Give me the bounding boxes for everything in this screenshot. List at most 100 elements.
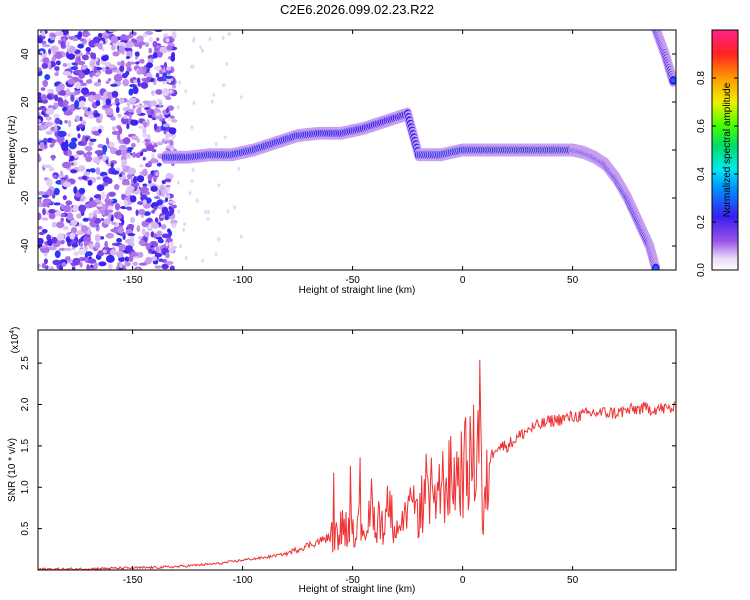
noise-blob bbox=[120, 150, 128, 156]
noise-blob bbox=[166, 45, 173, 51]
noise-blob bbox=[58, 90, 67, 96]
noise-blob bbox=[148, 47, 153, 54]
noise-blob bbox=[38, 37, 43, 44]
spectrogram-x-tick-label: -50 bbox=[345, 275, 360, 286]
noise-blob bbox=[126, 173, 133, 180]
noise-blob bbox=[134, 51, 140, 57]
noise-blob bbox=[143, 121, 148, 128]
noise-blob bbox=[165, 196, 169, 203]
noise-blob bbox=[154, 265, 162, 269]
noise-blob bbox=[58, 247, 67, 252]
noise-blob bbox=[199, 45, 203, 50]
noise-blob bbox=[126, 40, 134, 49]
noise-blob bbox=[182, 227, 186, 232]
noise-blob bbox=[77, 141, 84, 146]
noise-blob bbox=[42, 208, 46, 216]
noise-blob bbox=[206, 209, 210, 214]
noise-blob bbox=[43, 164, 53, 169]
noise-blob bbox=[172, 224, 176, 229]
noise-blob bbox=[45, 116, 52, 121]
snr-multiplier: (x104) bbox=[9, 327, 21, 354]
noise-blob bbox=[70, 66, 79, 70]
noise-blob bbox=[96, 184, 105, 192]
noise-blob bbox=[46, 188, 54, 197]
noise-blob bbox=[121, 218, 125, 226]
noise-blob bbox=[72, 257, 81, 266]
noise-blob bbox=[103, 218, 112, 225]
noise-blob bbox=[48, 167, 55, 172]
noise-blob bbox=[177, 80, 181, 85]
noise-blob bbox=[136, 225, 141, 233]
noise-blob bbox=[82, 134, 86, 143]
noise-blob bbox=[67, 62, 71, 70]
noise-blob bbox=[93, 81, 101, 87]
noise-blob bbox=[94, 149, 104, 155]
noise-blob bbox=[56, 97, 63, 103]
spectrogram-x-tick-label: -100 bbox=[233, 275, 253, 286]
noise-blob bbox=[38, 237, 44, 245]
noise-blob bbox=[67, 133, 72, 137]
noise-blob bbox=[148, 222, 152, 230]
upper-branch-core bbox=[670, 78, 676, 83]
noise-blob bbox=[123, 115, 128, 119]
noise-blob bbox=[68, 92, 77, 97]
snr-multiplier-close: ) bbox=[10, 327, 21, 330]
noise-blob bbox=[161, 259, 165, 263]
noise-blob bbox=[87, 94, 95, 103]
noise-blob bbox=[63, 110, 73, 116]
snr-x-ticks: -150 -100 -50 0 50 bbox=[123, 330, 579, 586]
noise-blob bbox=[204, 210, 208, 215]
noise-blob bbox=[70, 169, 78, 174]
noise-blob bbox=[157, 199, 164, 206]
noise-blob bbox=[188, 191, 192, 196]
noise-blob bbox=[59, 170, 64, 177]
noise-blob bbox=[80, 89, 89, 94]
noise-blob bbox=[38, 226, 43, 230]
noise-blob bbox=[191, 167, 195, 172]
noise-blob bbox=[168, 79, 172, 84]
noise-blob bbox=[127, 108, 135, 113]
noise-blob bbox=[177, 209, 181, 214]
noise-blob bbox=[121, 72, 128, 79]
noise-blob bbox=[108, 142, 115, 148]
noise-blob bbox=[164, 178, 172, 183]
noise-blob bbox=[74, 115, 81, 122]
noise-blob bbox=[98, 155, 103, 160]
noise-blob bbox=[86, 264, 90, 270]
noise-blob bbox=[55, 85, 60, 93]
noise-blob bbox=[122, 137, 131, 145]
noise-blob bbox=[118, 267, 124, 270]
noise-blob bbox=[99, 113, 103, 121]
noise-blob bbox=[104, 209, 109, 217]
noise-blob bbox=[156, 76, 165, 82]
noise-blob bbox=[122, 78, 130, 87]
noise-blob bbox=[161, 263, 169, 270]
snr-series-line bbox=[38, 359, 676, 570]
noise-blob bbox=[88, 212, 94, 219]
noise-blob bbox=[118, 144, 128, 153]
snr-y-label: SNR (10 * v/v) bbox=[7, 438, 18, 502]
noise-blob bbox=[47, 238, 53, 247]
noise-blob bbox=[99, 236, 105, 240]
noise-blob bbox=[55, 60, 61, 66]
signal-track-core bbox=[653, 266, 658, 270]
noise-blob bbox=[126, 67, 132, 72]
noise-blob bbox=[106, 178, 113, 184]
noise-blob bbox=[54, 31, 64, 37]
noise-blob bbox=[53, 113, 60, 120]
noise-blob bbox=[38, 107, 43, 111]
noise-blob bbox=[157, 51, 163, 58]
noise-blob bbox=[164, 193, 168, 198]
spectrogram-x-ticks: -150 -100 -50 0 50 bbox=[123, 30, 579, 286]
noise-blob bbox=[164, 75, 173, 79]
noise-blob bbox=[184, 256, 188, 261]
noise-blob bbox=[127, 167, 136, 175]
noise-blob bbox=[41, 262, 46, 269]
spectrogram-panel: -150 -100 -50 0 50 -40 -20 0 20 40 Height of str… bbox=[7, 29, 677, 296]
noise-blob bbox=[150, 109, 154, 115]
noise-blob bbox=[81, 54, 89, 61]
noise-blob bbox=[214, 252, 218, 257]
noise-blob bbox=[67, 149, 72, 158]
noise-blob bbox=[124, 189, 131, 197]
noise-blob bbox=[111, 90, 119, 98]
